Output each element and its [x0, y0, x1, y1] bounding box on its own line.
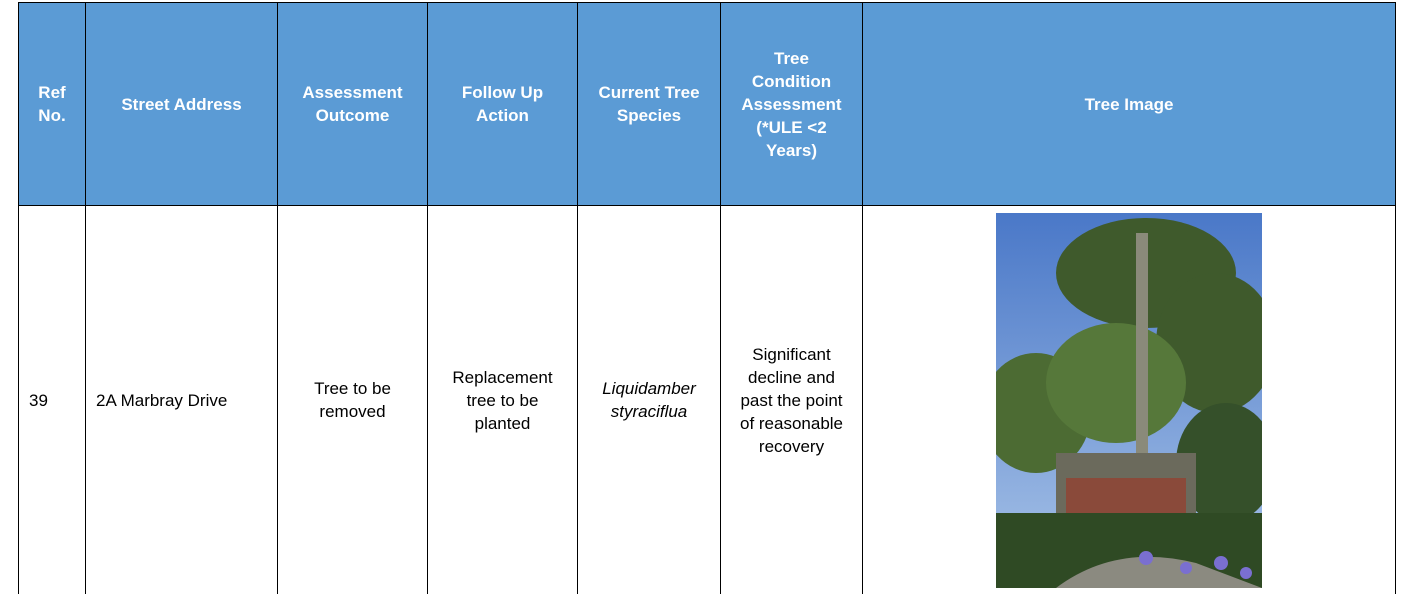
assessment-table: Ref No. Street Address Assessment Outcom… [18, 2, 1396, 594]
cell: Tree to be removed [278, 206, 428, 594]
cell: 2A Marbray Drive [86, 206, 278, 594]
header-cell: Current Tree Species [578, 3, 721, 206]
image-cell [863, 206, 1396, 594]
cell: 39 [19, 206, 86, 594]
tree-image [996, 213, 1262, 588]
cell: Significant decline and past the point o… [721, 206, 863, 594]
header-cell: Street Address [86, 3, 278, 206]
header-cell: Tree Condition Assessment (*ULE <2 Years… [721, 3, 863, 206]
body-row: 39 2A Marbray Drive Tree to be removed R… [19, 206, 1396, 594]
header-row: Ref No. Street Address Assessment Outcom… [19, 3, 1396, 206]
header-cell: Tree Image [863, 3, 1396, 206]
header-cell: Ref No. [19, 3, 86, 206]
cell: Liquidamber styraciflua [578, 206, 721, 594]
cell: Replacement tree to be planted [428, 206, 578, 594]
header-cell: Assessment Outcome [278, 3, 428, 206]
header-cell: Follow Up Action [428, 3, 578, 206]
